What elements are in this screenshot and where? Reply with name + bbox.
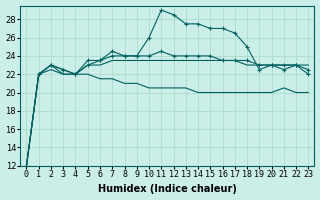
X-axis label: Humidex (Indice chaleur): Humidex (Indice chaleur): [98, 184, 237, 194]
